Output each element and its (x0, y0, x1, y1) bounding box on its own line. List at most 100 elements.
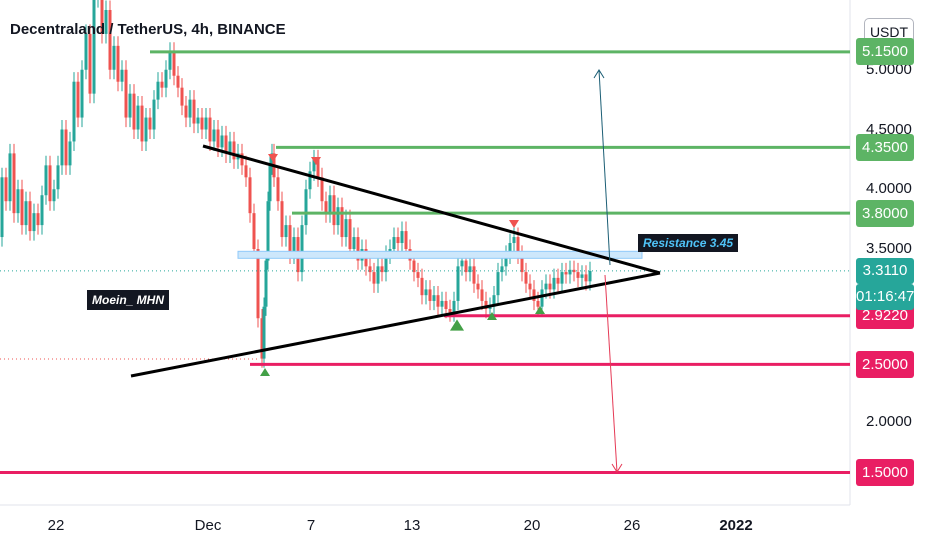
candle-body (192, 99, 196, 124)
candle-body (56, 165, 60, 190)
candle-body (144, 117, 148, 142)
candle-body (64, 129, 68, 166)
candle-body (520, 254, 524, 273)
candle-body (80, 69, 84, 118)
candle-body (36, 213, 40, 226)
candle-body (124, 69, 128, 118)
candle-body (348, 219, 352, 249)
candle-body (536, 300, 540, 307)
candle-body (472, 266, 476, 284)
candle-body (448, 309, 452, 313)
candle-body (468, 266, 472, 273)
candle-body (76, 81, 80, 118)
candle-body (244, 165, 248, 178)
candle-body (440, 300, 444, 307)
current-price-badge: 3.3110 (856, 257, 914, 284)
swing-low-marker-0 (260, 368, 270, 376)
level-badge: 5.1500 (856, 38, 914, 66)
candle-body (444, 300, 448, 310)
candle-body (16, 189, 20, 214)
candle-body (176, 75, 180, 88)
candle-body (68, 141, 72, 166)
lower-trendline (130, 271, 661, 378)
candle-body (4, 177, 8, 202)
candle-body (60, 129, 64, 166)
candle-body (576, 272, 580, 278)
candle-body (8, 153, 12, 202)
candle-body (320, 177, 324, 202)
candle-body (224, 135, 228, 154)
candle-body (136, 105, 140, 130)
x-tick-label: 2022 (719, 517, 753, 534)
candle-body (356, 237, 360, 261)
candle-body (416, 272, 420, 278)
candle-body (584, 274, 588, 282)
candle-body (52, 189, 56, 202)
candle-body (204, 117, 208, 130)
level-badge: 3.8000 (856, 199, 914, 227)
candle-body (508, 243, 512, 255)
x-tick-label: 13 (403, 517, 421, 534)
y-tick-label: 4.5000 (866, 120, 912, 138)
candle-body (340, 207, 344, 238)
candle-body (248, 177, 252, 214)
candle-body (436, 295, 440, 307)
candle-body (240, 153, 244, 166)
candle-body (216, 129, 220, 148)
candle-body (184, 105, 188, 118)
candle-body (266, 201, 270, 261)
candle-body (220, 135, 224, 148)
candle-body (264, 260, 268, 307)
candle-body (152, 99, 156, 130)
candle-body (20, 189, 24, 226)
candle-body (276, 177, 280, 202)
candle-body (500, 266, 504, 273)
target-down-arrowhead (611, 463, 623, 473)
candle-body (316, 159, 320, 178)
y-tick-label: 4.0000 (866, 180, 912, 198)
candle-body (284, 225, 288, 238)
swing-low-marker-1 (450, 319, 464, 331)
candle-body (376, 266, 380, 284)
candle-body (72, 81, 76, 142)
swing-low-marker-3 (535, 306, 545, 314)
candle-body (120, 69, 124, 82)
candle-body (480, 289, 484, 301)
candle-body (580, 274, 584, 278)
candle-body (12, 153, 16, 214)
candle-body (452, 300, 456, 313)
x-tick-label: 26 (623, 517, 641, 534)
candle-body (172, 51, 176, 76)
candle-body (460, 260, 464, 267)
candle-body (100, 0, 104, 34)
swing-high-marker-1 (311, 157, 321, 165)
candle-body (32, 213, 36, 232)
candle-body (420, 277, 424, 296)
candle-body (312, 159, 316, 172)
candle-body (392, 237, 396, 249)
candle-body (104, 10, 108, 34)
candle-body (492, 295, 496, 307)
candle-body (524, 272, 528, 284)
candle-body (0, 177, 4, 238)
candle-body (336, 207, 340, 226)
candle-body (88, 33, 92, 94)
level-badge: 4.3500 (856, 133, 914, 161)
upper-trendline (202, 144, 661, 275)
candle-body (552, 277, 556, 290)
candle-body (208, 117, 212, 142)
candle-body (108, 10, 112, 70)
target-up-arrow (598, 69, 611, 266)
candle-body (256, 249, 260, 319)
candle-body (24, 201, 28, 226)
target-up-arrowhead (593, 69, 605, 79)
candle-body (140, 105, 144, 142)
candle-body (200, 117, 204, 130)
level-badge: 1.5000 (856, 459, 914, 486)
candle-body (92, 0, 96, 94)
candle-body (532, 289, 536, 301)
candle-body (540, 289, 544, 307)
candle-body (428, 289, 432, 301)
candle-body (404, 231, 408, 249)
candle-body (304, 189, 308, 226)
